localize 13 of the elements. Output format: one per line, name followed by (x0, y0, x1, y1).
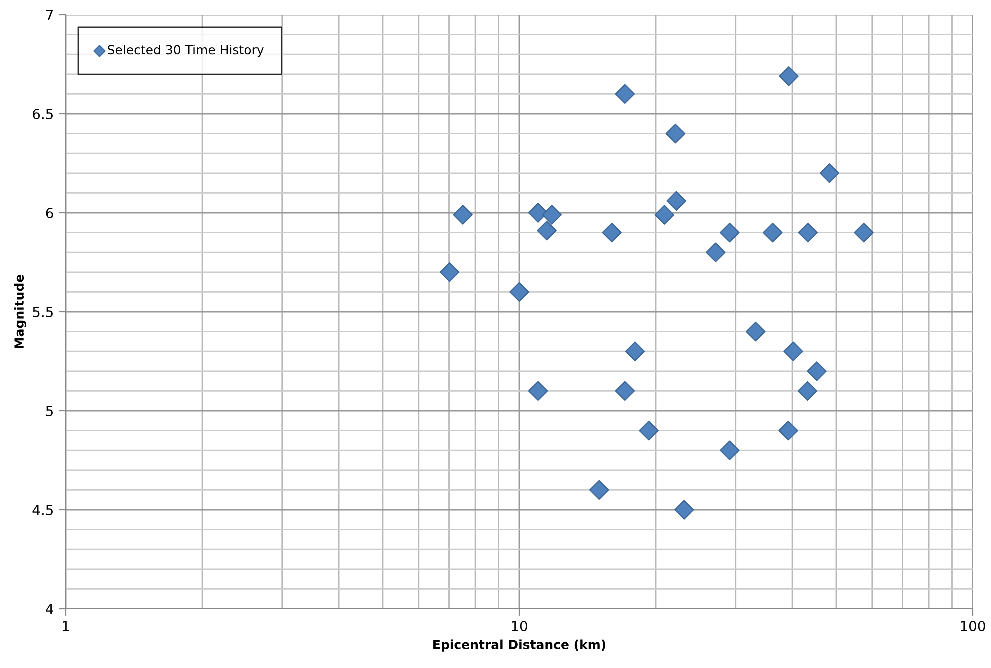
y-axis-title: Magnitude (14, 274, 27, 349)
y-tick-label: 5 (46, 406, 53, 416)
y-tick-label: 7 (46, 10, 54, 20)
y-tick-label: 6.5 (33, 108, 53, 120)
x-tick-label: 100 (961, 621, 986, 632)
y-tick-label: 4 (46, 604, 54, 614)
x-tick-label: 1 (63, 621, 70, 632)
y-tick-label: 5.5 (33, 307, 53, 318)
y-tick-label: 4.5 (32, 505, 53, 516)
y-tick-label: 6 (46, 208, 54, 218)
x-axis-title: Epicentral Distance (km) (434, 640, 606, 652)
x-tick-label: 10 (512, 621, 528, 632)
legend-label: Selected 30 Time History (108, 45, 264, 58)
